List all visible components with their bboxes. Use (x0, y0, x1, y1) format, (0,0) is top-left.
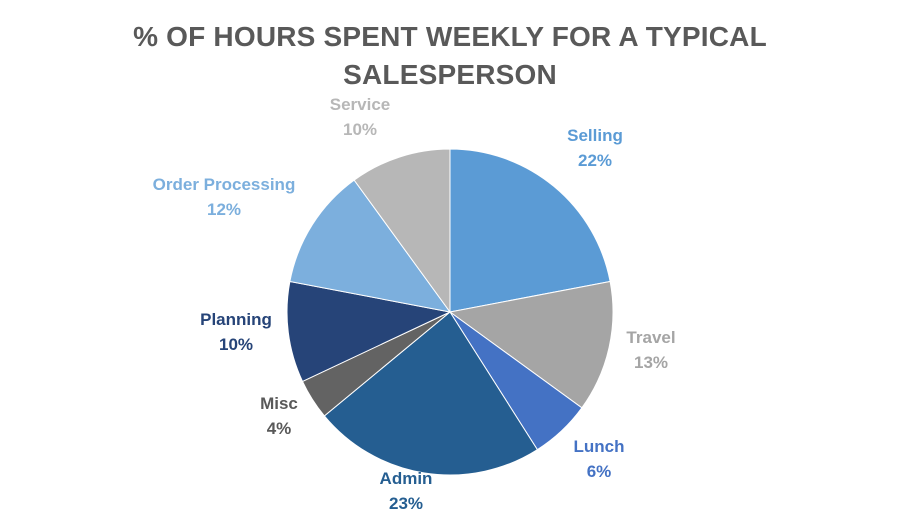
slice-value-lunch: 6% (587, 462, 612, 481)
chart-title: % OF HOURS SPENT WEEKLY FOR A TYPICAL SA… (133, 21, 767, 90)
slice-value-order-processing: 12% (207, 200, 241, 219)
slice-label-travel: Travel (626, 328, 675, 347)
slice-label-admin: Admin (380, 469, 433, 488)
pie-slice-service (353, 148, 451, 314)
slice-value-travel: 13% (634, 353, 668, 372)
slice-value-selling: 22% (578, 151, 612, 170)
slice-label-misc: Misc (260, 394, 298, 413)
slice-value-service: 10% (343, 120, 377, 139)
pie-slice-selling (449, 148, 611, 313)
slice-value-misc: 4% (267, 419, 292, 438)
slice-label-service: Service (330, 95, 391, 114)
pie-slice-admin (323, 311, 539, 476)
slice-label-planning: Planning (200, 310, 272, 329)
pie-slice-travel (448, 280, 614, 409)
slice-label-selling: Selling (567, 126, 623, 145)
pie-slice-order-processing (289, 179, 452, 313)
slice-label-lunch: Lunch (574, 437, 625, 456)
slice-label-order-processing: Order Processing (153, 175, 296, 194)
slice-value-planning: 10% (219, 335, 253, 354)
pie-slice-planning (286, 280, 452, 383)
slice-value-admin: 23% (389, 494, 423, 513)
